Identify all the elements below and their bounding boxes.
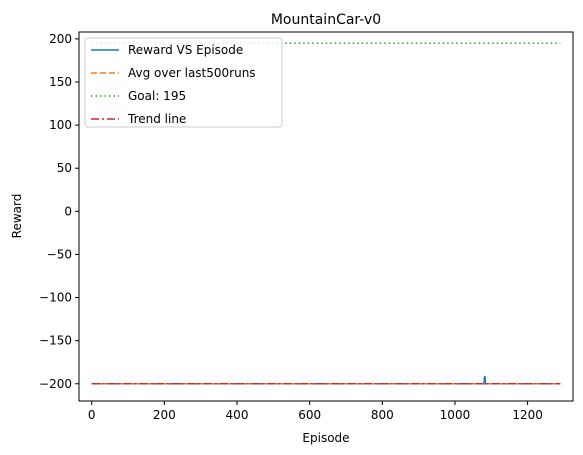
- x-tick-label: 0: [88, 408, 96, 422]
- plot-frame: [78, 31, 574, 402]
- legend-entry: Trend line: [127, 112, 186, 126]
- legend-entry: Reward VS Episode: [128, 43, 243, 57]
- x-tick-label: 600: [298, 408, 321, 422]
- y-tick-label: 0: [64, 204, 72, 218]
- y-tick-label: −200: [39, 377, 72, 391]
- legend-box: [84, 37, 283, 128]
- x-tick-label: 1000: [440, 408, 471, 422]
- axes-layer: 0 200 400 600 800 1000 1200 −200 −150 −100 −50 0 50 1…: [39, 32, 543, 422]
- x-tick-label: 200: [153, 408, 176, 422]
- y-tick-label: 150: [49, 75, 72, 89]
- chart-title: MountainCar-v0: [271, 12, 381, 28]
- y-tick-label: −150: [39, 334, 72, 348]
- series-layer: [91, 42, 561, 385]
- y-tick-label: −50: [47, 247, 72, 261]
- y-tick-label: 100: [49, 118, 72, 132]
- y-tick-label: −100: [39, 291, 72, 305]
- legend-entry: Goal: 195: [128, 89, 186, 103]
- x-axis-label: Episode: [302, 431, 349, 445]
- x-tick-label: 800: [371, 408, 394, 422]
- y-axis-label: Reward: [10, 194, 24, 239]
- y-tick-label: 50: [57, 161, 72, 175]
- x-tick-label: 1200: [512, 408, 543, 422]
- x-tick-label: 400: [226, 408, 249, 422]
- legend: Reward VS Episode Avg over last500runs Goa…: [84, 37, 283, 128]
- legend-entry: Avg over last500runs: [128, 66, 256, 80]
- y-tick-label: 200: [49, 32, 72, 46]
